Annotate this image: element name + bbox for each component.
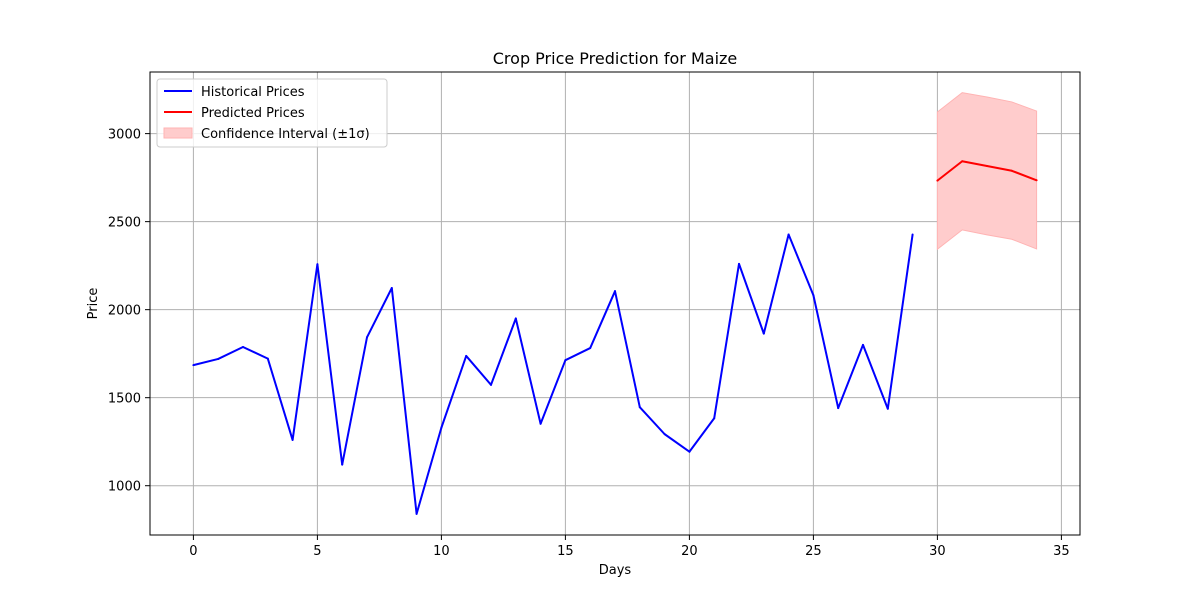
- historical-prices-point: [564, 359, 567, 362]
- predicted-prices-point: [1035, 179, 1038, 182]
- predicted-prices-point: [961, 160, 964, 163]
- y-tick-label: 2000: [108, 304, 141, 319]
- historical-prices-point: [316, 263, 319, 266]
- x-tick-label: 25: [805, 544, 822, 559]
- x-tick-label: 5: [313, 544, 321, 559]
- y-tick-label: 2500: [108, 216, 141, 231]
- historical-prices-point: [638, 406, 641, 409]
- historical-prices-point: [366, 336, 368, 339]
- predicted-prices-point: [1010, 169, 1013, 172]
- y-tick-label: 3000: [108, 128, 141, 143]
- x-tick-label: 15: [557, 544, 574, 559]
- historical-prices-point: [440, 426, 443, 429]
- historical-prices-point: [762, 332, 765, 335]
- historical-prices-point: [713, 417, 716, 420]
- x-tick-label: 35: [1053, 544, 1070, 559]
- legend: Historical Prices Predicted Prices Confide…: [156, 78, 388, 148]
- historical-prices-point: [539, 422, 542, 425]
- historical-prices-point: [812, 294, 815, 297]
- historical-prices-point: [465, 354, 468, 357]
- historical-prices-point: [291, 438, 294, 441]
- historical-prices-point: [266, 357, 269, 360]
- predicted-prices-point: [936, 179, 939, 182]
- historical-prices-point: [192, 364, 195, 367]
- legend-swatch-confidence-interval-1: [163, 127, 193, 139]
- historical-prices-line: [193, 233, 914, 515]
- x-axis-label: Days: [599, 563, 632, 578]
- historical-prices-point: [886, 407, 889, 410]
- historical-prices-point: [589, 347, 592, 350]
- historical-prices-point: [390, 287, 393, 290]
- legend-box: [156, 78, 388, 148]
- historical-prices-point: [738, 262, 740, 265]
- historical-prices-point: [688, 450, 691, 453]
- legend-label-confidence-interval-1: Confidence Interval (±1σ): [201, 127, 370, 142]
- chart-title: Crop Price Prediction for Maize: [493, 49, 738, 68]
- historical-prices-point: [614, 290, 616, 293]
- historical-prices-point: [341, 463, 344, 466]
- grid: [150, 72, 1080, 535]
- historical-prices-point: [242, 345, 244, 348]
- x-tick-label: 0: [189, 544, 197, 559]
- axis-ticks: 0 5 10 15 20 25 30 35 1000 1500 2000 2500 3000: [108, 128, 1070, 559]
- x-tick-label: 30: [929, 544, 946, 559]
- historical-prices-point: [415, 512, 418, 515]
- historical-prices-point: [490, 383, 492, 386]
- plot-frame: [149, 71, 1081, 536]
- historical-prices-point: [837, 407, 840, 410]
- historical-prices-point: [663, 433, 666, 436]
- historical-prices-point: [787, 233, 790, 236]
- historical-prices-point: [862, 343, 864, 346]
- historical-prices-point: [911, 233, 914, 236]
- confidence-interval-band: [936, 92, 1038, 251]
- y-tick-label: 1000: [108, 480, 141, 495]
- confidence-band-layer: [936, 92, 1038, 251]
- legend-label-predicted-prices: Predicted Prices: [201, 106, 305, 121]
- predicted-prices-point: [986, 165, 988, 168]
- x-tick-label: 10: [433, 544, 450, 559]
- y-axis-label: Price: [86, 288, 101, 320]
- historical-prices-point: [514, 317, 517, 320]
- y-tick-label: 1500: [108, 392, 141, 407]
- legend-label-historical-prices: Historical Prices: [201, 85, 305, 100]
- historical-prices-point: [217, 357, 220, 360]
- x-tick-label: 20: [681, 544, 698, 559]
- series-layer: [192, 160, 1038, 515]
